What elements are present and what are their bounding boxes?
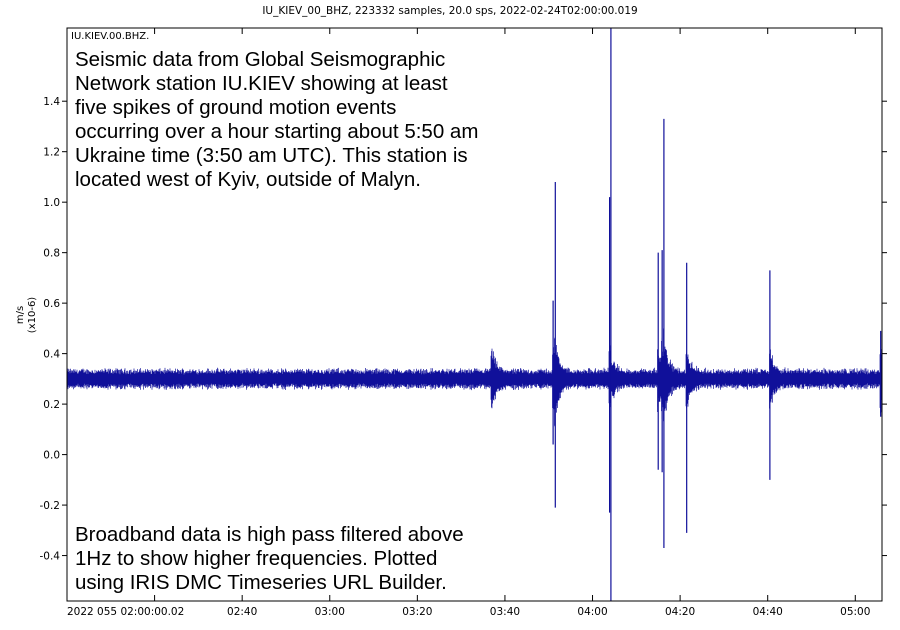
annotation-top: Seismic data from Global Seismographic N… (75, 48, 478, 192)
annotation-line: Network station IU.KIEV showing at least (75, 72, 448, 95)
y-tick-label: 0.4 (43, 349, 60, 361)
annotation-line: five spikes of ground motion events (75, 96, 397, 119)
annotation-line: using IRIS DMC Timeseries URL Builder. (75, 571, 447, 594)
x-tick-label: 03:20 (402, 606, 432, 618)
y-tick-label: -0.4 (40, 551, 61, 563)
x-tick-label: 02:40 (227, 606, 257, 618)
y-tick-label: -0.2 (40, 500, 61, 512)
annotation-line: Seismic data from Global Seismographic (75, 48, 446, 71)
x-tick-label: 03:00 (315, 606, 345, 618)
x-tick-label: 2022 055 02:00:00.02 (67, 606, 184, 618)
annotation-line: located west of Kyiv, outside of Malyn. (75, 168, 422, 191)
y-axis-scale: (x10-6) (27, 297, 38, 334)
x-tick-label: 04:20 (665, 606, 695, 618)
axes-group: -0.4 -0.2 0.0 0.2 0.4 0.6 0.8 1.0 1.2 1.4 2022 055… (40, 28, 887, 618)
annotation-line: occurring over a hour starting about 5:5… (75, 120, 479, 143)
y-tick-label: 0.2 (43, 399, 60, 411)
plot-frame (66, 27, 883, 602)
annotation-line: Broadband data is high pass filtered abo… (75, 523, 464, 546)
y-axis-unit: m/s (15, 306, 26, 324)
x-tick-label: 03:40 (490, 606, 520, 618)
trace-noise (67, 328, 882, 431)
x-tick-label: 04:00 (577, 606, 607, 618)
y-tick-label: 1.4 (43, 96, 60, 108)
trace-label: IU.KIEV.00.BHZ. (71, 31, 149, 42)
y-tick-label: 1.2 (43, 147, 60, 159)
y-tick-label: 0.0 (43, 450, 60, 462)
x-tick-label: 04:40 (753, 606, 783, 618)
annotation-bottom: Broadband data is high pass filtered abo… (75, 523, 464, 595)
y-tick-label: 0.8 (43, 248, 60, 260)
y-tick-label: 1.0 (43, 197, 60, 209)
chart-title: IU_KIEV_00_BHZ, 223332 samples, 20.0 sps… (262, 5, 637, 17)
x-tick-label: 05:00 (840, 606, 870, 618)
y-axis-label: m/s (x10-6) (15, 297, 38, 334)
y-tick-label: 0.6 (43, 298, 60, 310)
annotation-line: 1Hz to show higher frequencies. Plotted (75, 547, 438, 570)
trace-group (67, 28, 882, 601)
annotation-line: Ukraine time (3:50 am UTC). This station… (75, 144, 468, 167)
